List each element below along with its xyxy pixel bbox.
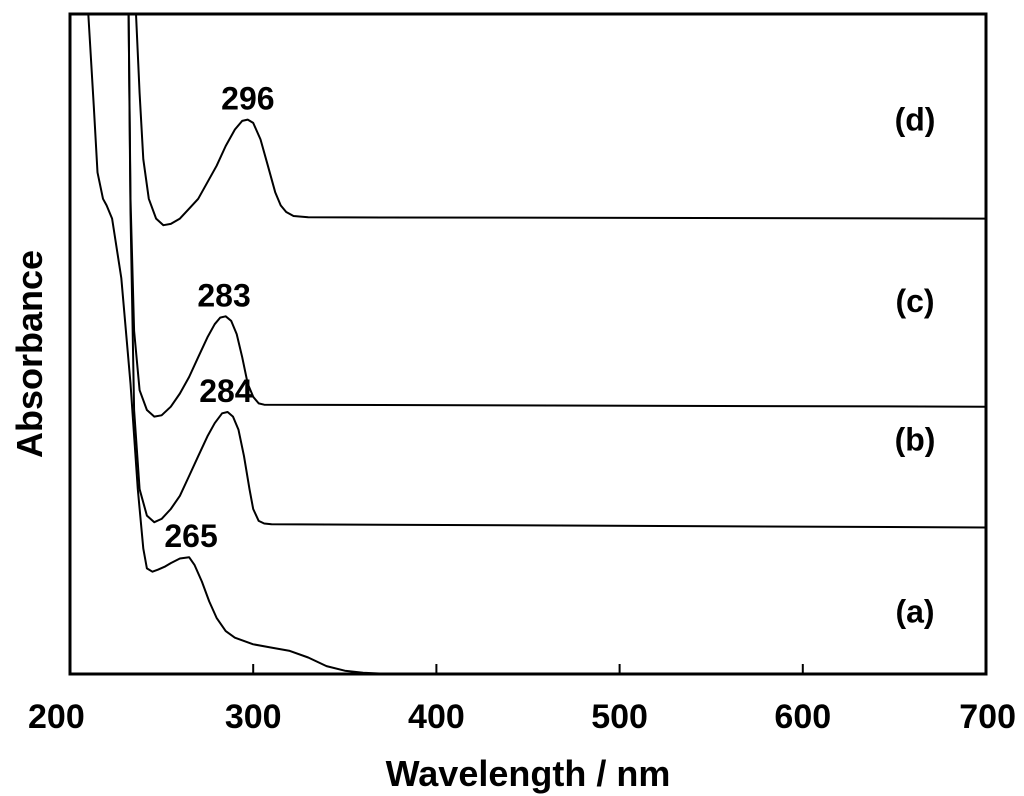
curve-c [127,14,986,418]
spectra-curves [87,14,986,674]
plot-frame [68,12,988,676]
x-axis-ticks [69,664,987,674]
curve-d [135,14,986,227]
x-tick-label-500: 500 [591,698,648,736]
curve-b [127,14,986,529]
series-label-d: (d) [895,102,936,138]
peak-label-d: 296 [221,81,274,117]
x-axis-title: Wavelength / nm [386,753,671,794]
curve-a [87,14,986,674]
peak-label-a: 265 [164,518,217,554]
series-label-b: (b) [895,422,936,458]
peak-labels: 265 284 283 296 [164,81,274,555]
x-tick-label-300: 300 [225,698,282,736]
peak-label-b: 284 [199,373,253,409]
x-tick-label-200: 200 [28,698,85,736]
y-axis-title: Absorbance [9,250,50,458]
x-tick-label-600: 600 [774,698,831,736]
x-tick-label-700: 700 [959,698,1016,736]
series-label-c: (c) [895,283,934,319]
peak-label-c: 283 [197,277,250,313]
x-tick-label-400: 400 [408,698,465,736]
series-label-a: (a) [895,593,934,629]
series-labels: (a) (b) (c) (d) [895,102,936,630]
x-axis-tick-labels: 200 300 400 500 600 700 [28,698,1016,736]
